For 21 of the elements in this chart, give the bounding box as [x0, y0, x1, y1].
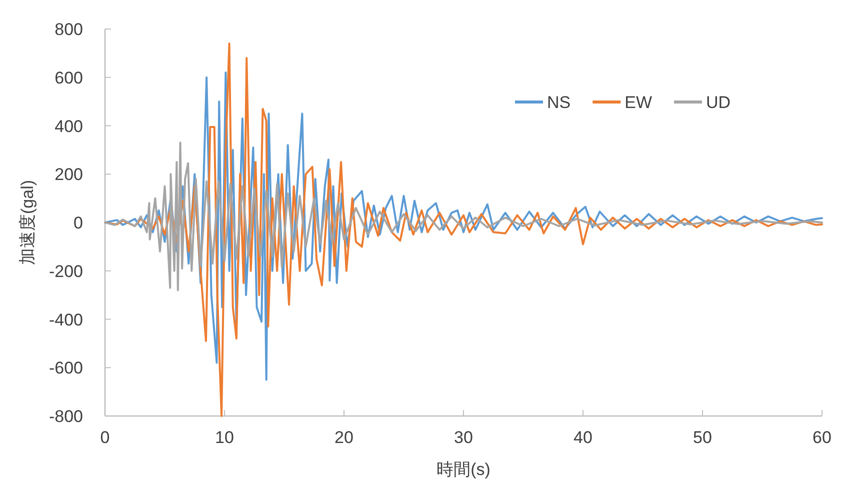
- legend-label: EW: [624, 93, 652, 112]
- x-tick-label: 50: [693, 428, 712, 447]
- y-tick-label: -800: [48, 407, 83, 426]
- legend-label: UD: [706, 93, 731, 112]
- x-tick-label: 10: [215, 428, 234, 447]
- legend-label: NS: [547, 93, 571, 112]
- x-tick-label: 20: [334, 428, 354, 447]
- y-axis-title: 加速度(gal): [18, 180, 37, 266]
- y-tick-label: 600: [54, 68, 83, 88]
- y-tick-label: -400: [48, 310, 83, 330]
- x-tick-label: 0: [100, 428, 110, 447]
- x-tick-label: 40: [574, 428, 592, 447]
- y-tick-label: 200: [54, 165, 83, 184]
- y-tick-label: 800: [54, 20, 83, 39]
- x-tick-label: 60: [812, 428, 832, 447]
- y-tick-label: 400: [54, 116, 83, 136]
- y-tick-label: -600: [48, 358, 83, 378]
- y-tick-label: -200: [48, 262, 83, 281]
- y-tick-label: 0: [74, 214, 83, 232]
- x-tick-label: 30: [454, 428, 473, 447]
- x-axis-title: 時間(s): [436, 460, 490, 479]
